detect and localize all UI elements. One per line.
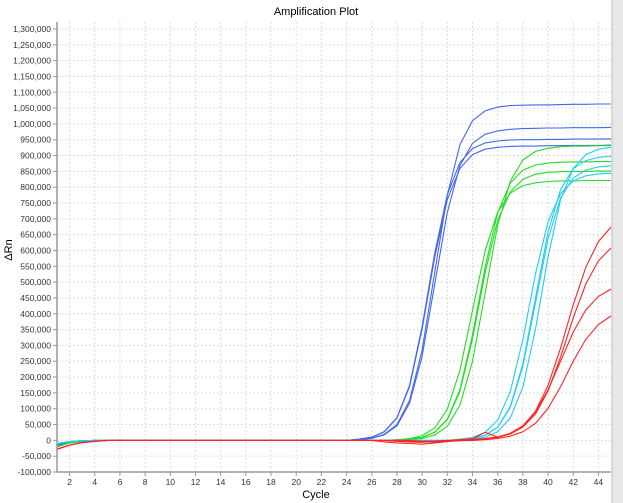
y-tick-label: 950,000 — [20, 135, 51, 145]
series-lines — [56, 103, 612, 450]
x-tick-label: 2 — [67, 477, 72, 487]
y-tick-label: 500,000 — [20, 277, 51, 287]
series-line-red-4[interactable] — [56, 315, 612, 450]
y-tick-label: 750,000 — [20, 198, 51, 208]
y-tick-label: 450,000 — [20, 293, 51, 303]
x-tick-label: 36 — [493, 477, 503, 487]
x-tick-label: 40 — [543, 477, 553, 487]
y-tick-label: 1,000,000 — [13, 119, 51, 129]
x-tick-label: 34 — [468, 477, 478, 487]
y-tick-label: 200,000 — [20, 372, 51, 382]
y-tick-label: 700,000 — [20, 214, 51, 224]
x-axis-ticks: 2 4 6 8 10 12 14 16 18 20 22 24 26 28 30 32 34 36 38 40 42 44 — [67, 472, 603, 487]
x-tick-label: 30 — [417, 477, 427, 487]
x-tick-label: 38 — [518, 477, 528, 487]
y-tick-label: 600,000 — [20, 245, 51, 255]
x-tick-label: 6 — [118, 477, 123, 487]
y-tick-label: 50,000 — [25, 420, 51, 430]
x-tick-label: 32 — [443, 477, 453, 487]
x-tick-label: 16 — [241, 477, 251, 487]
x-tick-label: 28 — [392, 477, 402, 487]
x-tick-label: 20 — [291, 477, 301, 487]
x-tick-label: 14 — [216, 477, 226, 487]
x-tick-label: 24 — [342, 477, 352, 487]
y-tick-label: 250,000 — [20, 356, 51, 366]
y-tick-label: 1,300,000 — [13, 24, 51, 34]
y-tick-label: 400,000 — [20, 309, 51, 319]
y-axis-label: ΔRn — [3, 239, 15, 260]
x-tick-label: 8 — [143, 477, 148, 487]
right-panel-edge — [612, 0, 623, 503]
y-tick-label: 1,100,000 — [13, 87, 51, 97]
y-tick-label: 1,150,000 — [13, 71, 51, 81]
y-tick-label: -100,000 — [17, 467, 51, 477]
y-axis-ticks: -100,000 -50,000 0 50,000 100,000 150,000 200,… — [13, 24, 57, 477]
y-tick-label: 0 — [46, 435, 51, 445]
y-tick-label: 100,000 — [20, 404, 51, 414]
x-tick-label: 42 — [568, 477, 578, 487]
x-axis-label: Cycle — [302, 489, 330, 501]
y-tick-label: 550,000 — [20, 261, 51, 271]
y-tick-label: 350,000 — [20, 325, 51, 335]
y-tick-label: 150,000 — [20, 388, 51, 398]
x-tick-label: 26 — [367, 477, 377, 487]
x-tick-label: 22 — [317, 477, 327, 487]
y-tick-label: 850,000 — [20, 166, 51, 176]
y-tick-label: 1,200,000 — [13, 56, 51, 66]
x-tick-label: 10 — [166, 477, 176, 487]
y-tick-label: 800,000 — [20, 182, 51, 192]
y-tick-label: -50,000 — [22, 451, 51, 461]
x-tick-label: 12 — [191, 477, 201, 487]
x-tick-label: 18 — [266, 477, 276, 487]
x-tick-label: 44 — [594, 477, 604, 487]
y-tick-label: 1,050,000 — [13, 103, 51, 113]
y-tick-label: 300,000 — [20, 340, 51, 350]
chart-title: Amplification Plot — [274, 6, 358, 18]
x-tick-label: 4 — [92, 477, 97, 487]
y-tick-label: 900,000 — [20, 151, 51, 161]
y-tick-label: 650,000 — [20, 230, 51, 240]
y-tick-label: 1,250,000 — [13, 40, 51, 50]
plot-area[interactable] — [57, 22, 611, 472]
